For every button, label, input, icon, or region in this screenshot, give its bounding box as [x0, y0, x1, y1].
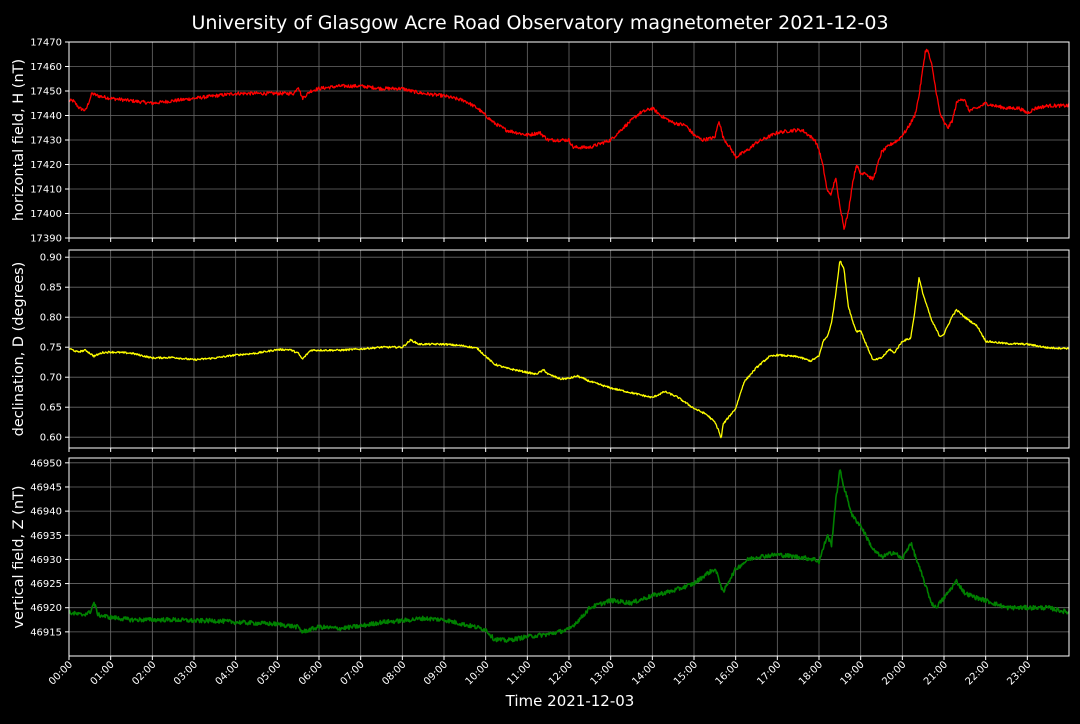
- x-tick-label: 21:00: [922, 659, 950, 687]
- y-tick-label: 0.70: [40, 373, 62, 384]
- y-tick-label: 17450: [30, 87, 62, 98]
- y-tick-label: 46935: [30, 531, 62, 542]
- y-tick-label: 46945: [30, 482, 62, 493]
- x-tick-label: 01:00: [89, 659, 117, 687]
- x-tick-label: 22:00: [964, 659, 992, 687]
- x-tick-label: 19:00: [839, 659, 867, 687]
- x-tick-label: 02:00: [130, 659, 158, 687]
- y-tick-label: 46925: [30, 579, 62, 590]
- y-tick-label: 46940: [30, 507, 62, 518]
- y-tick-label: 17400: [30, 209, 62, 220]
- panel-frame: [68, 249, 1070, 449]
- y-tick-label: 46915: [30, 627, 62, 638]
- x-tick-label: 09:00: [422, 659, 450, 687]
- y-axis-label: horizontal field, H (nT): [11, 59, 27, 221]
- x-tick-label: 03:00: [172, 659, 200, 687]
- x-tick-label: 08:00: [380, 659, 408, 687]
- x-tick-label: 17:00: [755, 659, 783, 687]
- y-tick-label: 0.90: [40, 253, 62, 264]
- y-tick-label: 17420: [30, 160, 62, 171]
- x-tick-label: 15:00: [672, 659, 700, 687]
- x-tick-label: 11:00: [505, 659, 533, 687]
- y-tick-label: 0.65: [40, 403, 62, 414]
- x-tick-label: 18:00: [797, 659, 825, 687]
- y-tick-label: 17440: [30, 111, 62, 122]
- y-tick-label: 0.60: [40, 433, 62, 444]
- y-axis-label: declination, D (degrees): [11, 262, 27, 437]
- panel-frame: [68, 41, 1070, 239]
- series-line: [68, 469, 1070, 643]
- y-tick-label: 17430: [30, 136, 62, 147]
- x-tick-label: 06:00: [297, 659, 325, 687]
- panel-3: 46915 46920 46925 46930 46935 46940 46945 46950…: [11, 457, 1070, 688]
- chart-title: University of Glasgow Acre Road Observat…: [191, 12, 888, 34]
- series-line: [68, 260, 1070, 439]
- x-tick-label: 16:00: [714, 659, 742, 687]
- y-tick-label: 46930: [30, 555, 62, 566]
- x-tick-label: 10:00: [464, 659, 492, 687]
- y-tick-label: 17390: [30, 234, 62, 245]
- y-tick-label: 0.85: [40, 283, 62, 294]
- x-tick-label: 00:00: [47, 659, 75, 687]
- series-line: [68, 48, 1070, 230]
- x-tick-label: 05:00: [255, 659, 283, 687]
- y-axis-label: vertical field, Z (nT): [11, 485, 27, 628]
- y-tick-label: 17460: [30, 62, 62, 73]
- x-tick-label: 04:00: [214, 659, 242, 687]
- panel-2: 0.60 0.65 0.70 0.75 0.80 0.85 0.90 declination,…: [11, 249, 1070, 452]
- x-tick-label: 20:00: [880, 659, 908, 687]
- x-tick-label: 23:00: [1005, 659, 1033, 687]
- y-tick-label: 17410: [30, 185, 62, 196]
- x-tick-label: 07:00: [339, 659, 367, 687]
- y-tick-label: 0.80: [40, 313, 62, 324]
- panels: 17390 17400 17410 17420 17430 17440 17450 17460…: [11, 38, 1070, 688]
- x-tick-label: 12:00: [547, 659, 575, 687]
- panel-frame: [68, 457, 1070, 657]
- x-tick-label: 13:00: [589, 659, 617, 687]
- y-tick-label: 17470: [30, 38, 62, 49]
- y-tick-label: 46950: [30, 458, 62, 469]
- x-tick-label: 14:00: [630, 659, 658, 687]
- y-tick-label: 0.75: [40, 343, 62, 354]
- x-axis-label: Time 2021-12-03: [505, 692, 635, 710]
- panel-1: 17390 17400 17410 17420 17430 17440 17450 17460…: [11, 38, 1070, 245]
- y-tick-label: 46920: [30, 603, 62, 614]
